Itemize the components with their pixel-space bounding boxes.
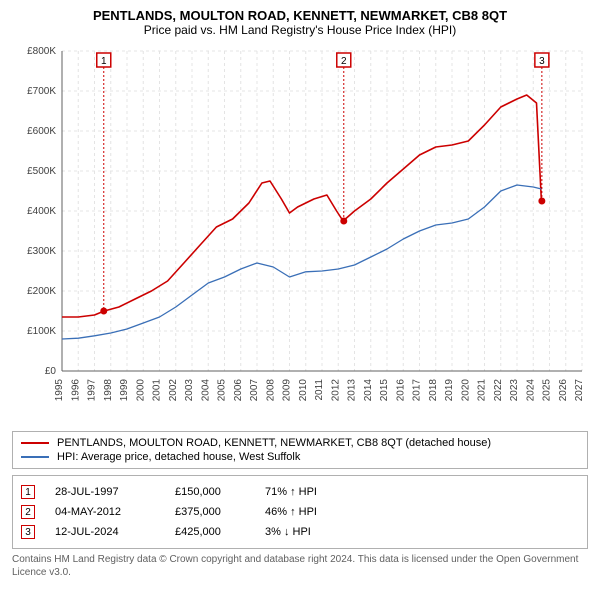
transactions-table: 1 28-JUL-1997 £150,000 71% ↑ HPI 2 04-MA… [12,475,588,549]
svg-text:2003: 2003 [184,379,195,402]
svg-text:2: 2 [341,56,347,67]
svg-text:1997: 1997 [87,379,98,402]
transaction-date: 28-JUL-1997 [55,486,155,498]
transaction-delta: 46% ↑ HPI [265,506,345,518]
svg-text:2008: 2008 [265,379,276,402]
svg-text:2010: 2010 [298,379,309,402]
svg-text:1: 1 [101,56,107,67]
svg-text:2021: 2021 [477,379,488,402]
svg-text:2027: 2027 [574,379,585,402]
svg-text:£500K: £500K [27,166,56,177]
chart-title: PENTLANDS, MOULTON ROAD, KENNETT, NEWMAR… [12,8,588,23]
transaction-price: £375,000 [175,506,245,518]
svg-text:2009: 2009 [282,379,293,402]
svg-text:2022: 2022 [493,379,504,402]
svg-text:2020: 2020 [460,379,471,402]
transaction-price: £425,000 [175,526,245,538]
transaction-delta: 71% ↑ HPI [265,486,345,498]
svg-text:£200K: £200K [27,286,56,297]
svg-text:1995: 1995 [54,379,65,402]
svg-text:£600K: £600K [27,126,56,137]
chart-plot-area: £0 £100K £200K £300K £400K £500K £600K £700K £80… [12,43,588,423]
transaction-marker-icon: 2 [21,505,35,519]
legend-item: HPI: Average price, detached house, West… [21,450,579,464]
svg-text:2023: 2023 [509,379,520,402]
svg-text:£300K: £300K [27,246,56,257]
svg-text:2000: 2000 [135,379,146,402]
svg-text:1998: 1998 [103,379,114,402]
svg-text:1996: 1996 [70,379,81,402]
svg-text:£0: £0 [45,366,57,377]
transaction-date: 12-JUL-2024 [55,526,155,538]
svg-text:2011: 2011 [314,379,325,401]
svg-text:2015: 2015 [379,379,390,402]
transaction-date: 04-MAY-2012 [55,506,155,518]
svg-text:2017: 2017 [412,379,423,402]
chart-subtitle: Price paid vs. HM Land Registry's House … [12,23,588,37]
chart-svg: £0 £100K £200K £300K £400K £500K £600K £700K £80… [12,43,588,423]
legend-swatch [21,442,49,444]
legend-label: PENTLANDS, MOULTON ROAD, KENNETT, NEWMAR… [57,437,491,449]
table-row: 2 04-MAY-2012 £375,000 46% ↑ HPI [21,502,579,522]
svg-text:2001: 2001 [152,379,163,402]
svg-text:2024: 2024 [525,379,536,402]
svg-text:2019: 2019 [444,379,455,402]
svg-text:2018: 2018 [428,379,439,402]
svg-text:2004: 2004 [200,379,211,402]
table-row: 3 12-JUL-2024 £425,000 3% ↓ HPI [21,522,579,542]
transaction-marker-icon: 3 [21,525,35,539]
attribution-text: Contains HM Land Registry data © Crown c… [12,553,588,579]
svg-text:2014: 2014 [363,379,374,402]
svg-text:2005: 2005 [217,379,228,402]
svg-text:£400K: £400K [27,206,56,217]
transaction-marker-icon: 1 [21,485,35,499]
svg-text:£100K: £100K [27,326,56,337]
svg-text:2025: 2025 [542,379,553,402]
table-row: 1 28-JUL-1997 £150,000 71% ↑ HPI [21,482,579,502]
svg-text:2016: 2016 [395,379,406,402]
svg-text:2012: 2012 [330,379,341,402]
svg-text:£800K: £800K [27,46,56,57]
svg-text:2002: 2002 [168,379,179,402]
transaction-price: £150,000 [175,486,245,498]
legend-label: HPI: Average price, detached house, West… [57,451,300,463]
legend-item: PENTLANDS, MOULTON ROAD, KENNETT, NEWMAR… [21,436,579,450]
legend: PENTLANDS, MOULTON ROAD, KENNETT, NEWMAR… [12,431,588,469]
svg-text:2026: 2026 [558,379,569,402]
transaction-delta: 3% ↓ HPI [265,526,345,538]
chart-container: PENTLANDS, MOULTON ROAD, KENNETT, NEWMAR… [0,0,600,590]
svg-text:2007: 2007 [249,379,260,402]
svg-text:£700K: £700K [27,86,56,97]
svg-text:3: 3 [539,56,545,67]
svg-text:2013: 2013 [347,379,358,402]
svg-text:1999: 1999 [119,379,130,402]
svg-text:2006: 2006 [233,379,244,402]
legend-swatch [21,456,49,458]
